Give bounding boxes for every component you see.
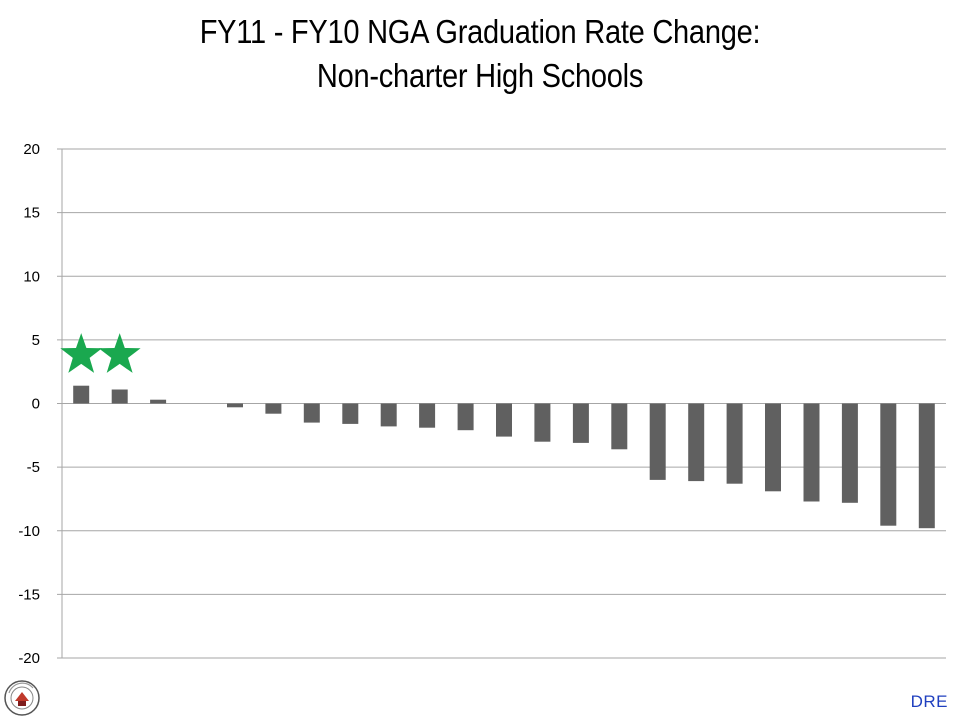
bar bbox=[73, 385, 90, 404]
y-tick-label: 15 bbox=[23, 205, 40, 222]
bar bbox=[111, 389, 128, 404]
bar bbox=[918, 403, 935, 529]
bar bbox=[342, 403, 359, 424]
chart-title: FY11 - FY10 NGA Graduation Rate Change: … bbox=[58, 10, 903, 98]
y-tick-label: 5 bbox=[32, 332, 40, 349]
bar bbox=[803, 403, 820, 502]
bar bbox=[688, 403, 705, 482]
y-tick-label: -15 bbox=[18, 586, 40, 603]
y-tick-label: 0 bbox=[32, 396, 40, 413]
y-tick-label: -10 bbox=[18, 523, 40, 540]
bar bbox=[841, 403, 858, 503]
bar bbox=[380, 403, 397, 427]
bar bbox=[457, 403, 474, 431]
chart-title-line-2: Non-charter High Schools bbox=[316, 57, 644, 94]
y-tick-label: -20 bbox=[18, 650, 40, 667]
gridlines bbox=[57, 148, 946, 659]
y-tick-label: 20 bbox=[23, 141, 40, 158]
bar bbox=[611, 403, 628, 450]
footer-tag: DRE bbox=[910, 692, 948, 711]
bar bbox=[150, 399, 167, 404]
bar bbox=[765, 403, 781, 492]
bar bbox=[534, 403, 551, 442]
star-icon bbox=[98, 333, 141, 373]
y-tick-label: -5 bbox=[27, 459, 40, 476]
bar bbox=[880, 403, 897, 526]
bar bbox=[303, 403, 320, 423]
star-icon bbox=[60, 333, 103, 373]
bar bbox=[265, 403, 282, 414]
bar bbox=[496, 403, 512, 437]
y-tick-label: 10 bbox=[23, 268, 40, 285]
bar bbox=[419, 403, 436, 428]
star-markers bbox=[60, 333, 141, 373]
bar bbox=[726, 403, 743, 484]
bar bbox=[227, 403, 243, 408]
bar bbox=[649, 403, 666, 480]
chart-title-line-1: FY11 - FY10 NGA Graduation Rate Change: bbox=[199, 13, 761, 50]
bars bbox=[73, 385, 935, 529]
bar bbox=[572, 403, 589, 443]
school-district-seal-icon bbox=[3, 679, 41, 717]
y-tick-labels: 20 15 10 5 0 -5 -10 -15 -20 bbox=[18, 141, 40, 667]
